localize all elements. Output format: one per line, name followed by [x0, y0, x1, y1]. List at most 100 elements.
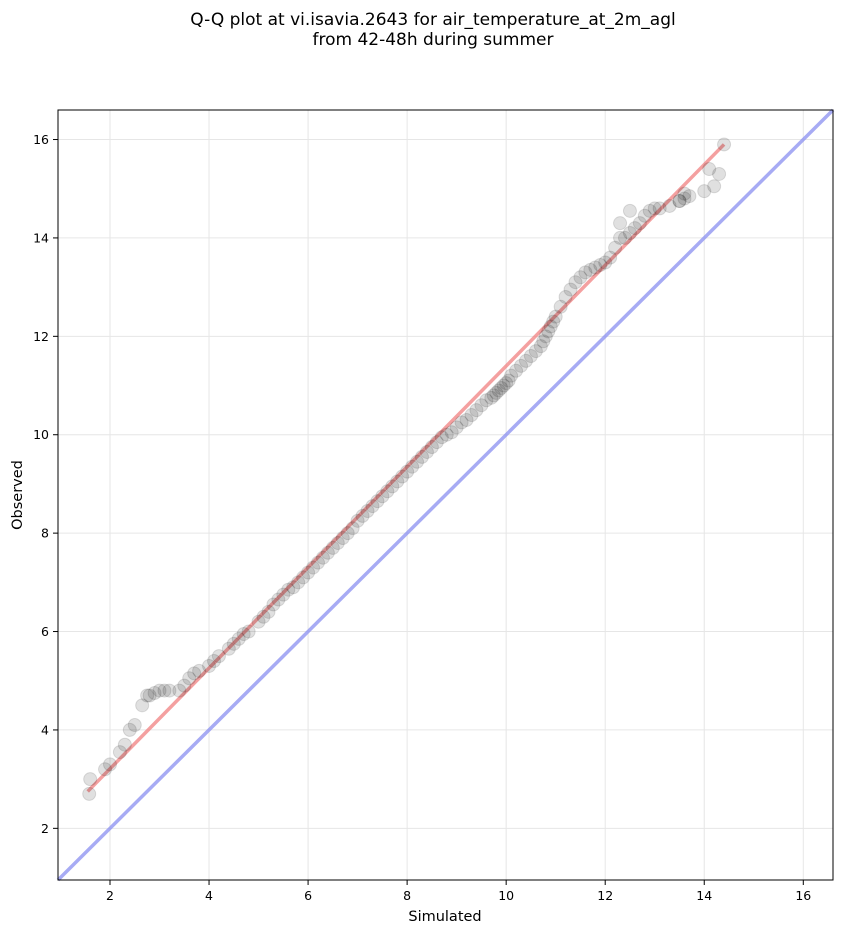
data-point — [424, 440, 439, 455]
data-point — [528, 344, 543, 359]
data-point — [140, 688, 155, 703]
data-point — [632, 216, 647, 231]
data-point — [449, 420, 464, 435]
data-point — [496, 378, 511, 393]
data-point — [405, 459, 420, 474]
data-point — [514, 358, 529, 373]
data-point — [429, 435, 444, 450]
data-point — [395, 469, 410, 484]
data-point — [541, 324, 556, 339]
data-point — [593, 257, 608, 272]
data-point — [385, 479, 400, 494]
chart-title: Q-Q plot at vi.isavia.2643 for air_tempe… — [190, 10, 675, 50]
data-point — [187, 666, 202, 681]
data-point — [583, 262, 598, 277]
data-point — [226, 636, 241, 651]
data-point — [672, 194, 687, 209]
data-point — [370, 494, 385, 509]
data-point — [484, 390, 499, 405]
data-point — [162, 683, 177, 698]
data-point — [147, 686, 162, 701]
data-point — [172, 683, 187, 698]
data-point — [548, 309, 563, 324]
x-axis-ticks: 2 4 6 8 10 12 14 16 — [106, 880, 811, 903]
data-point — [479, 393, 494, 408]
data-point — [543, 319, 558, 334]
data-point — [206, 654, 221, 669]
data-point — [355, 508, 370, 523]
x-tick-label: 6 — [304, 888, 312, 903]
data-point — [454, 415, 469, 430]
y-tick-label: 10 — [33, 427, 49, 442]
y-axis-ticks: 2 4 6 8 10 12 14 16 — [33, 132, 58, 836]
data-point — [152, 683, 167, 698]
data-point — [603, 250, 618, 265]
data-point — [558, 289, 573, 304]
data-point — [677, 186, 692, 201]
y-tick-label: 12 — [33, 329, 49, 344]
data-point — [627, 221, 642, 236]
data-point — [83, 772, 98, 787]
y-tick-label: 16 — [33, 132, 49, 147]
data-point — [622, 203, 637, 218]
data-point — [157, 683, 172, 698]
data-point — [276, 587, 291, 602]
data-point — [330, 535, 345, 550]
x-tick-label: 4 — [205, 888, 213, 903]
data-point — [486, 388, 501, 403]
data-point — [380, 484, 395, 499]
data-point — [652, 201, 667, 216]
data-point — [241, 624, 256, 639]
data-point — [598, 255, 613, 270]
data-point — [642, 203, 657, 218]
data-point — [509, 363, 524, 378]
data-point — [251, 614, 266, 629]
data-point — [647, 201, 662, 216]
data-point — [320, 545, 335, 560]
x-axis-label: Simulated — [408, 909, 481, 925]
data-point — [286, 580, 301, 595]
data-point — [291, 575, 306, 590]
identity-line — [56, 108, 835, 882]
data-point — [211, 649, 226, 664]
data-point — [296, 570, 311, 585]
data-point — [310, 555, 325, 570]
x-tick-label: 16 — [795, 888, 811, 903]
x-tick-label: 2 — [106, 888, 114, 903]
data-point — [464, 408, 479, 423]
data-point — [662, 198, 677, 213]
y-axis-label: Observed — [10, 460, 26, 530]
data-point — [613, 230, 628, 245]
data-point — [325, 540, 340, 555]
data-point — [499, 376, 514, 391]
data-point — [127, 718, 142, 733]
data-point — [588, 260, 603, 275]
data-point — [434, 430, 449, 445]
data-point — [231, 631, 246, 646]
data-point — [335, 531, 350, 546]
data-point — [98, 762, 113, 777]
data-point — [261, 604, 276, 619]
data-point — [501, 373, 516, 388]
data-point — [360, 503, 375, 518]
data-point — [122, 722, 137, 737]
x-tick-label: 14 — [696, 888, 712, 903]
data-point — [345, 521, 360, 536]
data-point — [202, 658, 217, 673]
data-point — [301, 565, 316, 580]
data-point — [439, 427, 454, 442]
data-point — [469, 403, 484, 418]
data-point — [568, 275, 583, 290]
data-point — [504, 368, 519, 383]
data-point — [518, 353, 533, 368]
data-point — [672, 194, 687, 209]
data-point — [489, 385, 504, 400]
data-point — [142, 688, 157, 703]
y-tick-label: 8 — [41, 526, 49, 541]
data-point — [702, 162, 717, 177]
data-point — [365, 499, 380, 514]
y-tick-label: 4 — [41, 722, 49, 737]
data-point — [717, 137, 732, 152]
data-point — [523, 349, 538, 364]
